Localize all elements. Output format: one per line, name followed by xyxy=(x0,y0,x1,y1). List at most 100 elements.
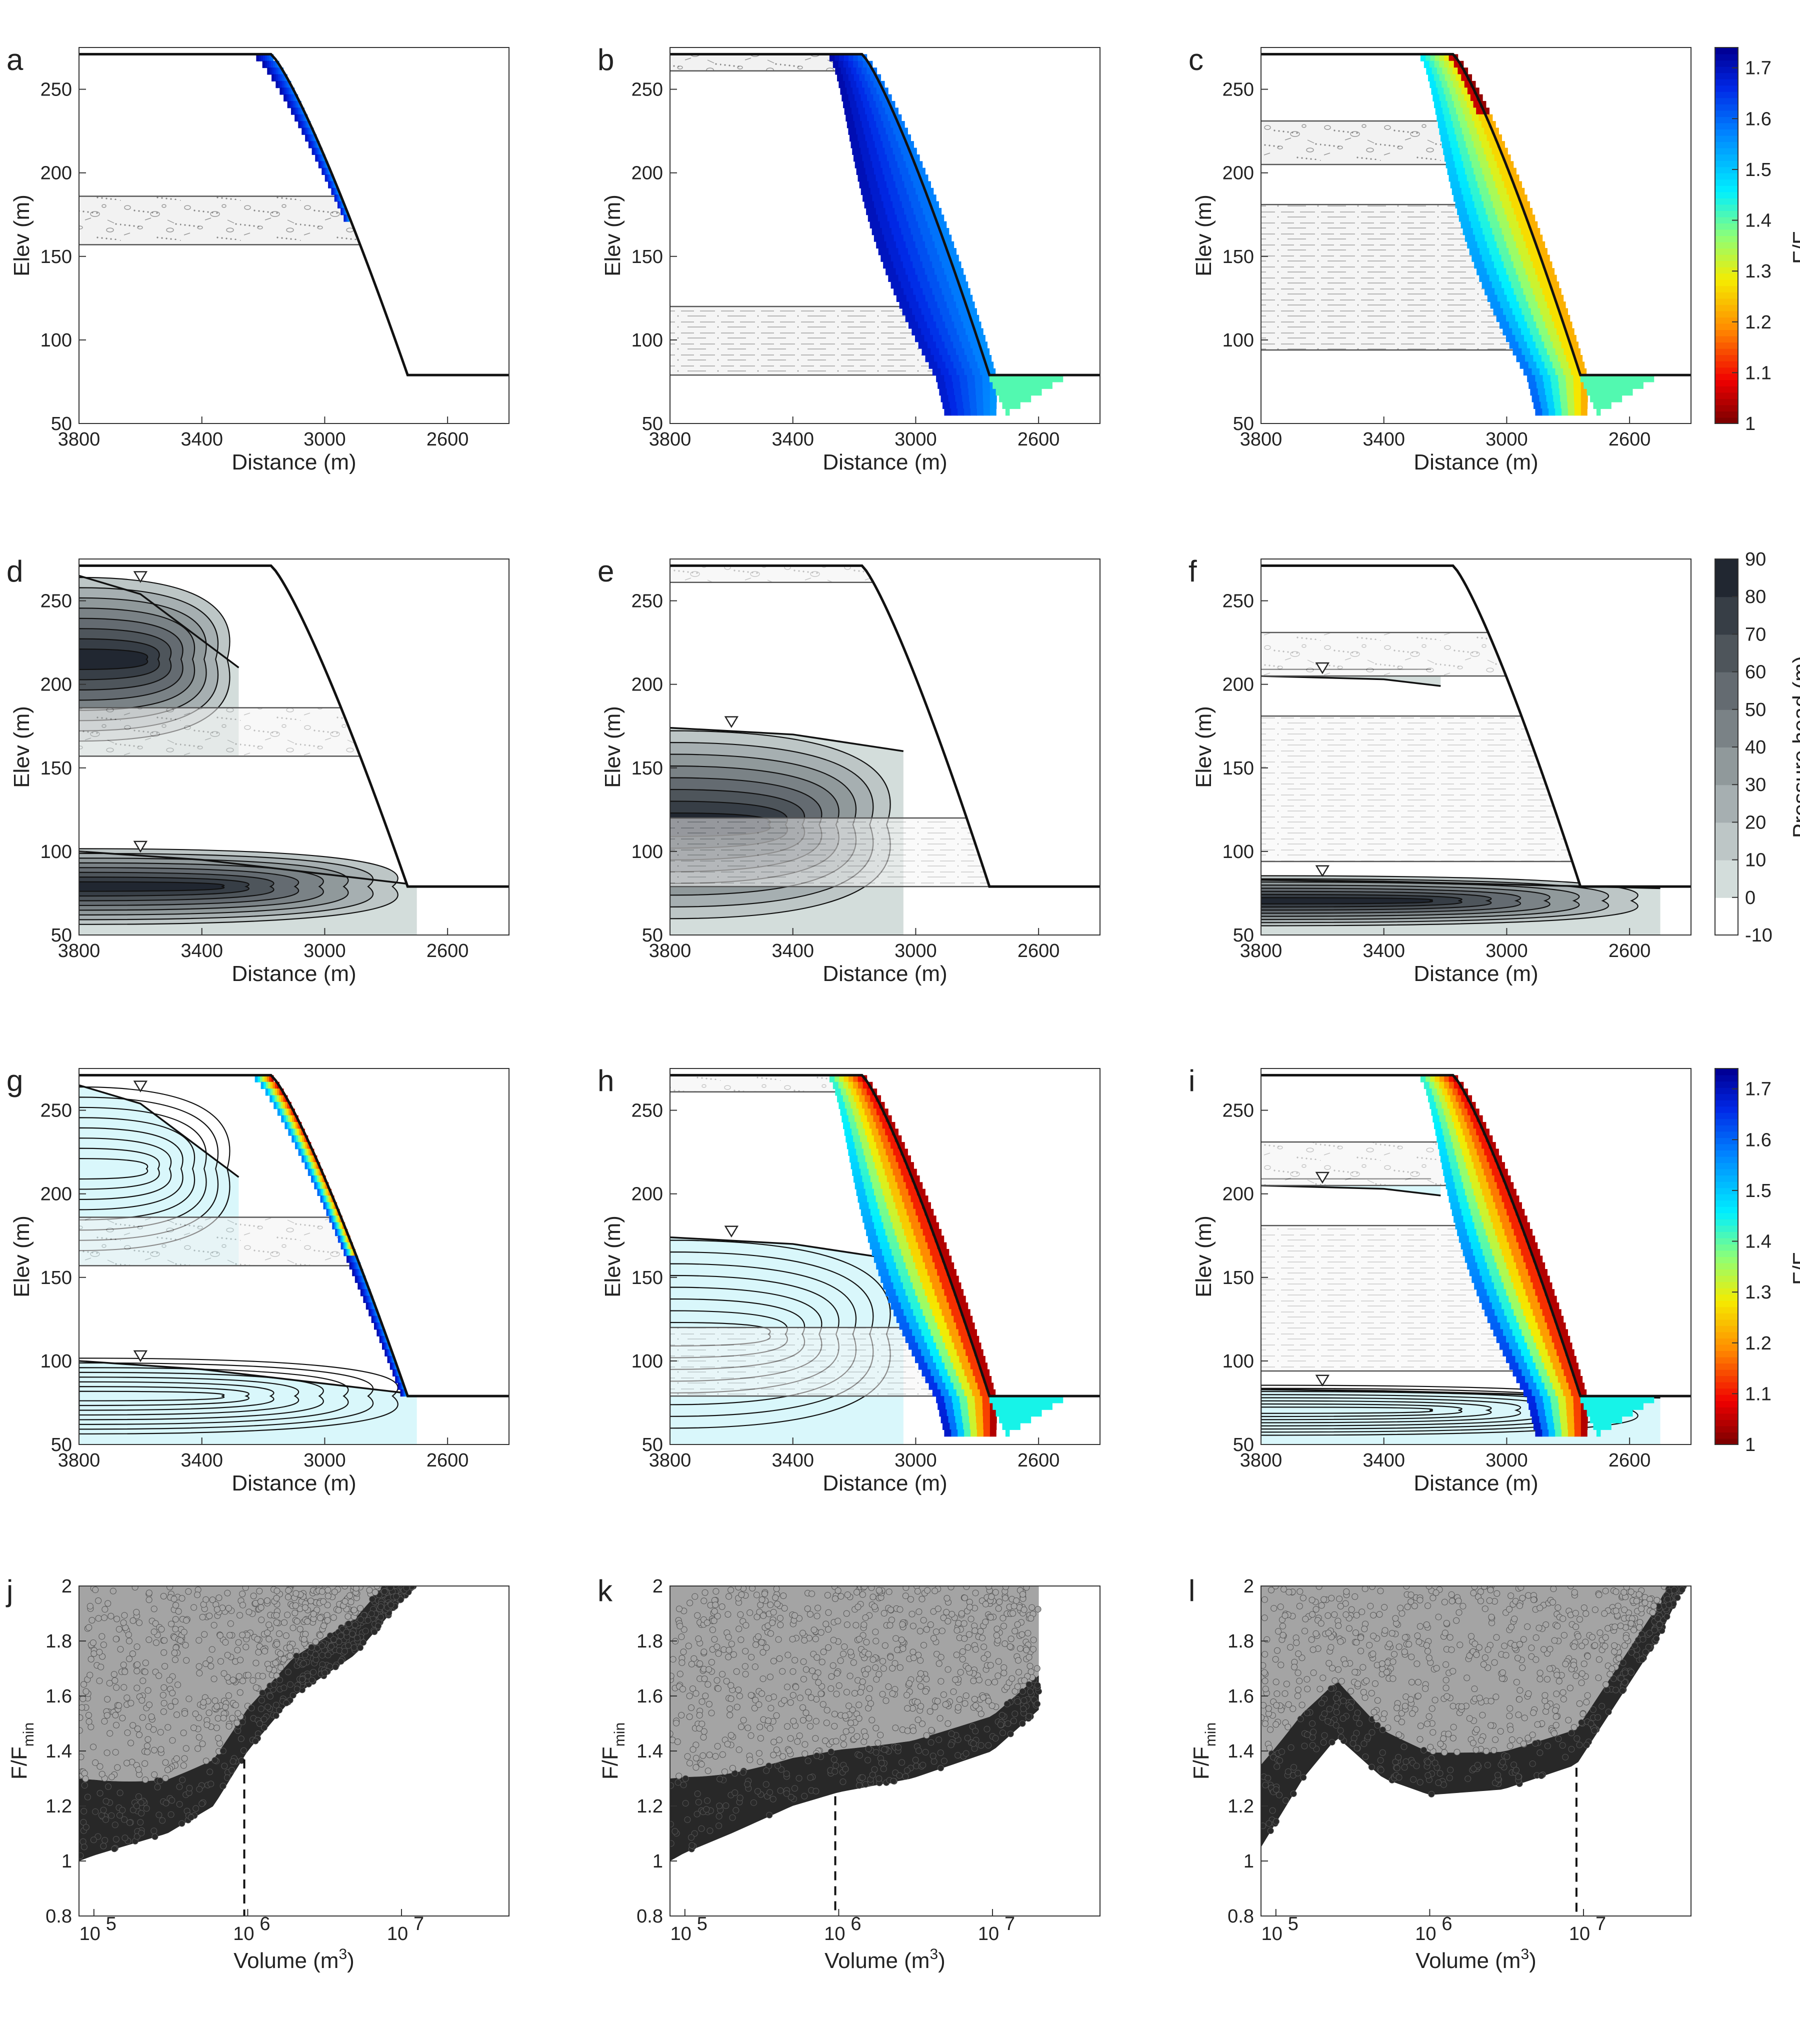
stable-region xyxy=(670,1586,1039,1778)
x-axis-label: Distance (m) xyxy=(232,450,356,474)
sample-point xyxy=(802,1710,810,1716)
fs-cell xyxy=(868,1236,878,1243)
fs-cell xyxy=(1482,281,1492,289)
fs-cell xyxy=(328,174,330,182)
fs-cell xyxy=(1552,1409,1560,1417)
fs-cell xyxy=(852,60,858,68)
fs-cell xyxy=(1548,308,1559,316)
fs-cell xyxy=(314,1162,316,1170)
sample-point xyxy=(830,1662,836,1669)
fs-cell xyxy=(918,1362,928,1370)
layer-coarse xyxy=(1261,632,1691,676)
sample-point xyxy=(86,1672,94,1678)
sample-point xyxy=(881,1746,888,1753)
sample-point xyxy=(180,1628,188,1636)
sample-point xyxy=(912,1756,919,1764)
panel-e-plot-area xyxy=(670,564,1100,935)
sample-point xyxy=(678,1634,685,1640)
sample-point xyxy=(868,1586,875,1591)
sample-point xyxy=(815,1679,822,1686)
fs-cell xyxy=(322,161,324,168)
fs-cell xyxy=(938,1349,948,1356)
fs-cell xyxy=(910,1302,920,1310)
fs-cell xyxy=(890,281,901,289)
fs-cell xyxy=(262,54,266,62)
sample-point xyxy=(859,1678,866,1686)
fs-cell xyxy=(1444,114,1452,122)
fs-cell xyxy=(854,94,861,102)
fs-cell xyxy=(1474,1256,1485,1263)
fs-cell xyxy=(372,1316,374,1324)
fs-cell xyxy=(1438,94,1446,102)
sample-point xyxy=(846,1672,854,1680)
y-axis-label: Elev (m) xyxy=(10,1216,34,1298)
fs-cell xyxy=(1488,188,1498,196)
fs-cell xyxy=(848,1115,855,1122)
y-tick-label: 200 xyxy=(632,163,663,184)
sample-point xyxy=(725,1654,732,1660)
fs-cell xyxy=(1516,214,1526,222)
sample-point xyxy=(171,1650,178,1656)
fs-cell xyxy=(838,1102,845,1110)
sample-point xyxy=(728,1682,734,1689)
sample-point xyxy=(688,1660,695,1668)
fs-cell xyxy=(324,168,327,176)
fs-cell xyxy=(1522,1282,1533,1290)
sample-point xyxy=(176,1784,183,1790)
sample-point xyxy=(266,1622,272,1628)
y-tick-label: 100 xyxy=(40,1351,72,1372)
fs-toe-cell xyxy=(1005,1429,1010,1437)
pressure-contour xyxy=(1261,1406,1433,1414)
fs-cell xyxy=(1554,1389,1564,1397)
sample-point xyxy=(210,1622,218,1628)
panel-f-plot-area xyxy=(1261,564,1691,935)
fs-cell xyxy=(304,1148,307,1156)
sample-point xyxy=(732,1789,738,1796)
sample-point xyxy=(398,1596,404,1603)
fs-cell xyxy=(398,1382,400,1390)
fs-cell xyxy=(1506,188,1516,196)
fs-cell xyxy=(1458,1102,1464,1110)
sample-point xyxy=(135,1766,142,1773)
sample-point xyxy=(128,1740,134,1746)
y-tick-label: 50 xyxy=(51,925,72,946)
sample-point xyxy=(708,1659,715,1666)
sample-point xyxy=(916,1628,924,1634)
sample-point xyxy=(248,1704,255,1712)
sample-point xyxy=(1565,1716,1572,1724)
fs-cell xyxy=(292,94,295,102)
sample-point xyxy=(1309,1742,1316,1749)
sample-point xyxy=(146,1596,152,1604)
fs-cell xyxy=(277,68,280,75)
fs-cell xyxy=(1444,60,1449,68)
y-tick-label: 250 xyxy=(40,1100,72,1122)
fs-cell xyxy=(922,1228,932,1236)
fs-cell xyxy=(878,128,886,135)
fs-cell xyxy=(1484,288,1495,296)
fs-cell xyxy=(902,1282,913,1290)
sample-point xyxy=(790,1718,797,1724)
fs-cell xyxy=(954,395,962,402)
fs-cell xyxy=(936,1296,947,1303)
fs-cell xyxy=(400,1376,402,1384)
sample-point xyxy=(859,1774,866,1781)
fs-cell xyxy=(873,1135,881,1143)
fs-cell xyxy=(338,194,340,202)
fs-cell xyxy=(840,88,847,95)
sample-point xyxy=(104,1696,111,1703)
sample-point xyxy=(146,1636,152,1643)
fs-cell xyxy=(331,1208,334,1216)
fs-cell xyxy=(914,268,925,276)
sample-point xyxy=(766,1812,773,1818)
fs-cell xyxy=(330,1216,333,1223)
sample-point xyxy=(1381,1604,1388,1610)
x-label-end: ) xyxy=(347,1948,354,1973)
fs-cell xyxy=(1554,368,1564,376)
fs-cell xyxy=(930,308,940,316)
fs-cell xyxy=(1485,1228,1496,1236)
sample-point xyxy=(756,1750,762,1757)
fs-cell xyxy=(1540,1329,1550,1336)
sample-point xyxy=(728,1695,734,1702)
fs-cell xyxy=(861,1142,869,1150)
fs-cell xyxy=(1524,1376,1534,1384)
